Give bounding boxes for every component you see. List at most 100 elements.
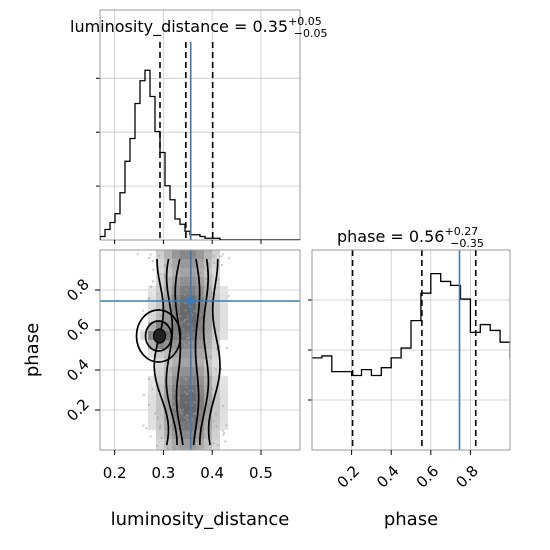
density-cell	[164, 250, 172, 259]
scatter-point	[180, 254, 183, 257]
density-cell	[148, 403, 156, 412]
joint-density-panel: 0.2 0.3 0.4 0.5 0.2 0.4 0.6 0.8 luminosity_dis…	[22, 249, 301, 530]
density-cell	[164, 403, 172, 412]
density-cell	[212, 259, 220, 268]
density-cell	[204, 403, 212, 412]
scatter-point	[163, 264, 166, 267]
scatter-point	[191, 379, 194, 383]
scatter-point	[183, 383, 186, 386]
scatter-point	[200, 443, 203, 447]
phase-marginal-grid	[308, 250, 510, 450]
density-cell	[164, 349, 172, 358]
density-cell	[180, 331, 188, 340]
scatter-point	[201, 365, 204, 368]
scatter-point	[147, 256, 151, 259]
scatter-point	[227, 294, 230, 298]
scatter-point	[169, 297, 172, 300]
density-cell	[156, 295, 164, 304]
scatter-point	[217, 278, 220, 281]
phase-y-tick-label: 0.2	[63, 395, 93, 425]
scatter-point	[172, 271, 175, 274]
scatter-point	[177, 396, 181, 399]
scatter-point	[152, 325, 156, 328]
scatter-point	[159, 273, 162, 276]
luminosity-distance-quantile-lines	[159, 42, 214, 240]
density-cell	[188, 439, 196, 448]
scatter-point	[191, 327, 194, 330]
density-cell	[156, 304, 164, 313]
scatter-point	[200, 393, 203, 396]
density-cell	[188, 268, 196, 277]
scatter-point	[196, 431, 200, 435]
density-cell	[156, 403, 164, 412]
scatter-point	[185, 288, 188, 292]
joint-density-contours	[135, 258, 221, 446]
scatter-point	[179, 437, 182, 440]
scatter-point	[152, 268, 155, 271]
scatter-point	[181, 426, 184, 429]
scatter-point	[200, 271, 203, 274]
scatter-point	[202, 433, 205, 436]
density-cell	[220, 304, 228, 313]
blob-contour-outer	[135, 309, 182, 363]
density-cell	[212, 286, 220, 295]
scatter-point	[149, 253, 152, 256]
density-cell	[196, 412, 204, 421]
scatter-point	[169, 423, 172, 427]
density-cell	[220, 385, 228, 394]
scatter-point	[169, 369, 172, 372]
phase-x-axis-label: phase	[384, 509, 438, 530]
scatter-point	[218, 345, 221, 348]
density-cell	[156, 385, 164, 394]
scatter-point	[176, 430, 179, 434]
phase-histogram-step	[312, 272, 510, 377]
lum-x-tick-label: 0.4	[200, 464, 224, 482]
scatter-point	[184, 309, 187, 312]
density-cell	[212, 250, 220, 259]
luminosity-distance-x-ticks: 0.2 0.3 0.4 0.5	[103, 450, 273, 482]
scatter-point	[159, 424, 162, 427]
scatter-point	[156, 416, 160, 419]
density-cell	[188, 403, 196, 412]
density-cell	[212, 295, 220, 304]
phase-marginal-title: phase = 0.56+0.27 −0.35	[337, 225, 484, 250]
joint-truth-marker	[186, 297, 195, 305]
scatter-point	[181, 275, 184, 278]
scatter-point	[183, 318, 187, 321]
density-cell	[140, 331, 148, 340]
luminosity-distance-marginal-grid	[96, 9, 301, 244]
scatter-point	[170, 264, 173, 267]
density-cell	[204, 295, 212, 304]
density-cell	[180, 268, 188, 277]
scatter-point	[191, 282, 194, 286]
scatter-point	[204, 278, 208, 281]
scatter-point	[142, 309, 145, 312]
scatter-point	[178, 251, 181, 254]
density-cell	[164, 277, 172, 286]
scatter-point	[183, 351, 186, 355]
scatter-point	[202, 387, 205, 390]
scatter-point	[163, 433, 167, 437]
scatter-point	[194, 443, 197, 446]
scatter-point	[225, 347, 228, 350]
density-cell	[180, 439, 188, 448]
density-cell	[156, 340, 164, 349]
scatter-point	[184, 274, 187, 277]
scatter-point	[228, 257, 231, 260]
scatter-point	[163, 275, 166, 278]
scatter-point	[214, 413, 217, 416]
scatter-point	[192, 343, 195, 346]
scatter-point	[181, 375, 184, 378]
scatter-point	[208, 355, 212, 358]
scatter-point	[159, 315, 162, 318]
density-cell	[212, 340, 220, 349]
density-cell	[180, 376, 188, 385]
scatter-point	[206, 331, 209, 334]
density-cell	[180, 421, 188, 430]
density-cell	[212, 430, 220, 439]
density-cell	[172, 367, 180, 376]
phase-y-tick-label: 0.4	[63, 355, 93, 385]
scatter-point	[173, 446, 176, 450]
scatter-point	[193, 309, 196, 312]
scatter-point	[180, 369, 183, 372]
